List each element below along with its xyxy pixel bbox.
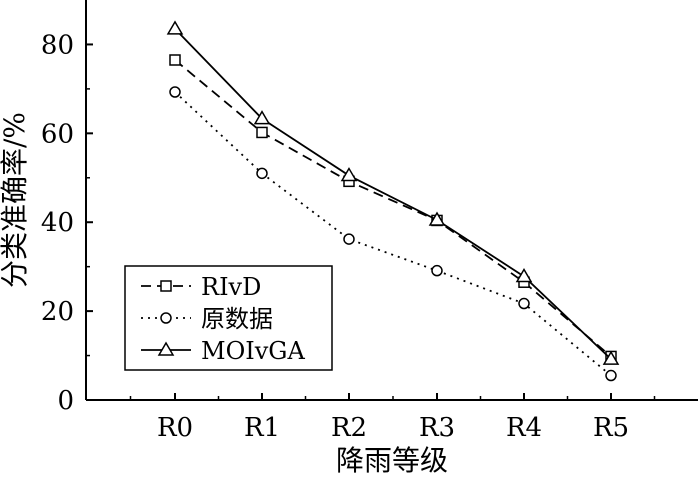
axes [85,0,698,401]
legend-label: 原数据 [201,305,273,333]
legend-marker [160,280,172,292]
x-tick-label: R5 [593,413,629,443]
data-point [605,369,617,382]
x-tick-label: R3 [419,413,455,443]
x-axis-ticks: R0 R1 R2 R3 R4 R5 [129,393,656,443]
data-point [256,126,268,139]
series-line [174,91,612,377]
legend-label: RIvD [201,273,261,301]
series-2 [166,20,620,365]
x-axis-title: 降雨等级 [336,444,448,477]
y-tick-label: 20 [41,297,74,327]
legend-label: MOIvGA [201,337,305,365]
x-tick-label: R1 [244,413,280,443]
data-point [340,167,358,182]
y-tick-label: 60 [41,119,74,149]
data-point [431,264,443,277]
x-tick-label: R4 [506,413,542,443]
series-1 [169,86,617,382]
data-point [169,54,181,66]
x-tick-label: R0 [157,413,193,443]
data-point [343,233,355,245]
legend-marker [160,312,172,324]
data-point [428,211,446,226]
y-axis-title: 分类准确率/% [0,112,31,288]
data-point [602,350,620,365]
data-point [518,297,530,310]
y-tick-label: 80 [41,30,74,60]
data-point [515,267,533,283]
data-point [169,86,181,98]
legend: RIvD 原数据 MOIvGA [124,265,333,371]
data-point [253,110,271,125]
data-point [256,167,268,180]
series-group [166,20,620,382]
series-line [174,28,612,360]
series-line [174,59,612,358]
y-axis-ticks: 0 20 40 60 80 [41,30,93,416]
y-tick-label: 0 [57,386,74,416]
y-tick-label: 40 [41,208,74,238]
data-point [166,20,184,35]
x-tick-label: R2 [331,413,367,443]
legend-marker [157,341,175,356]
